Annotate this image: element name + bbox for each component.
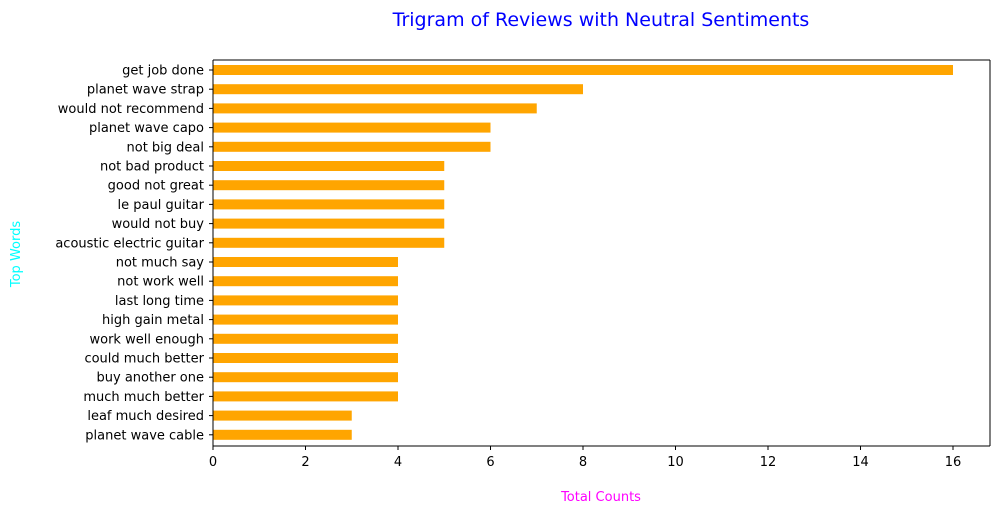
y-tick-label: high gain metal [102, 313, 204, 328]
bar [213, 410, 352, 421]
bar [213, 295, 398, 306]
y-tick-label: planet wave cable [85, 428, 204, 443]
x-tick-label: 16 [945, 455, 962, 470]
y-tick-label: acoustic electric guitar [55, 236, 204, 251]
y-tick-label: planet wave capo [89, 121, 204, 136]
y-tick-label: leaf much desired [87, 409, 204, 424]
y-tick-label: not work well [117, 275, 204, 290]
x-tick-label: 6 [486, 455, 494, 470]
bar [213, 199, 445, 210]
bar [213, 103, 537, 114]
x-tick-label: 10 [667, 455, 684, 470]
y-tick-label: much much better [83, 390, 204, 405]
bar [213, 353, 398, 363]
y-tick-label: not much say [116, 256, 205, 271]
bar [213, 180, 445, 191]
y-tick-label: would not recommend [58, 102, 204, 117]
y-tick-label: could much better [84, 352, 204, 367]
x-axis-ticks: 0 2 4 6 8 10 12 14 16 [209, 446, 961, 470]
x-tick-label: 0 [209, 455, 217, 470]
bar [213, 122, 491, 133]
bar [213, 84, 583, 95]
y-tick-label: would not buy [112, 217, 205, 232]
bar [213, 429, 352, 440]
y-tick-label: not bad product [100, 160, 204, 175]
y-tick-label: planet wave strap [87, 83, 204, 98]
y-axis-ticks: get job done planet wave strap would not r… [55, 64, 213, 443]
bar [213, 161, 445, 171]
y-tick-label: last long time [115, 294, 204, 309]
y-tick-label: le paul guitar [118, 198, 205, 213]
y-axis-label: Top Words [9, 221, 24, 288]
bar [213, 391, 398, 402]
bar [213, 314, 398, 325]
bar [213, 218, 445, 229]
bar [213, 141, 491, 152]
chart-title: Trigram of Reviews with Neutral Sentimen… [392, 9, 810, 31]
bar [213, 276, 398, 287]
bar [213, 333, 398, 344]
bar-group [213, 65, 953, 440]
y-tick-label: good not great [108, 179, 204, 194]
x-tick-label: 12 [760, 455, 777, 470]
y-tick-label: not big deal [127, 140, 205, 155]
y-tick-label: buy another one [97, 371, 204, 386]
x-tick-label: 8 [579, 455, 587, 470]
x-tick-label: 14 [852, 455, 869, 470]
bar [213, 372, 398, 383]
bar [213, 257, 398, 267]
y-tick-label: get job done [122, 64, 204, 79]
y-tick-label: work well enough [90, 332, 205, 347]
bar [213, 237, 445, 248]
x-tick-label: 2 [301, 455, 309, 470]
x-tick-label: 4 [394, 455, 402, 470]
bar [213, 65, 953, 75]
x-axis-label: Total Counts [560, 490, 641, 505]
